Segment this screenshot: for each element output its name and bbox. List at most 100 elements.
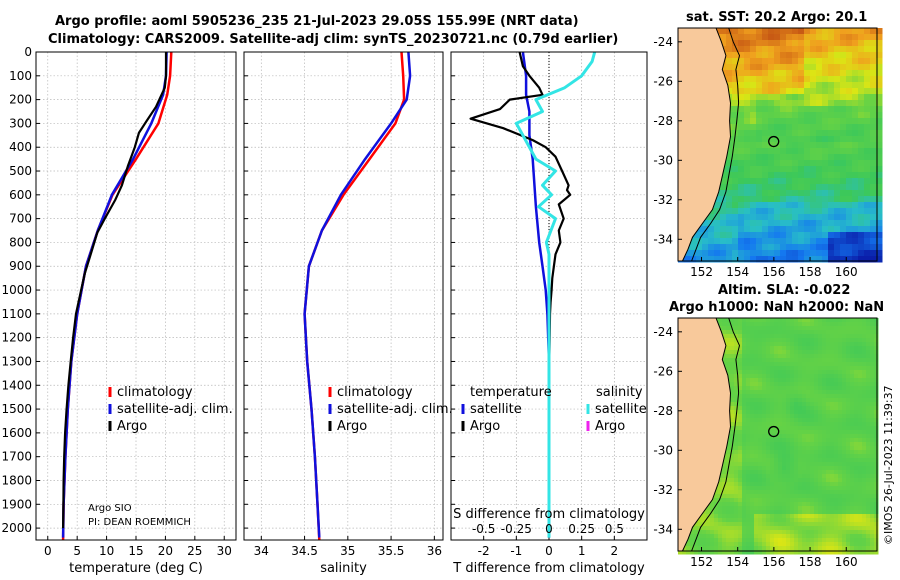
map-cell bbox=[790, 486, 795, 491]
map-cell bbox=[810, 334, 815, 339]
map-cell bbox=[838, 530, 843, 535]
map-cell bbox=[852, 214, 859, 221]
map-cell bbox=[720, 184, 727, 191]
map-cell bbox=[846, 538, 851, 543]
map-cell bbox=[774, 130, 781, 137]
map-cell bbox=[804, 46, 811, 53]
map-cell bbox=[726, 490, 731, 495]
map-cell bbox=[758, 406, 763, 411]
map-cell bbox=[850, 510, 855, 515]
map-cell bbox=[798, 378, 803, 383]
map-cell bbox=[854, 466, 859, 471]
map-cell bbox=[866, 442, 871, 447]
map-cell bbox=[846, 458, 851, 463]
map-cell bbox=[732, 76, 739, 83]
map-cell bbox=[870, 354, 875, 359]
map-cell bbox=[782, 374, 787, 379]
map-cell bbox=[718, 494, 723, 499]
map-cell bbox=[818, 378, 823, 383]
map-cell bbox=[746, 494, 751, 499]
map-cell bbox=[766, 462, 771, 467]
map-cell bbox=[742, 482, 747, 487]
map-cell bbox=[768, 256, 775, 263]
altim_sla_map-lon-label: 160 bbox=[835, 555, 858, 569]
map-cell bbox=[810, 542, 815, 547]
map-cell bbox=[754, 534, 759, 539]
map-cell bbox=[870, 462, 875, 467]
map-cell bbox=[762, 486, 767, 491]
map-cell bbox=[818, 402, 823, 407]
map-cell bbox=[826, 410, 831, 415]
map-cell bbox=[864, 136, 871, 143]
map-cell bbox=[738, 370, 743, 375]
map-cell bbox=[870, 502, 875, 507]
map-cell bbox=[826, 502, 831, 507]
map-cell bbox=[756, 64, 763, 71]
map-cell bbox=[726, 184, 733, 191]
map-cell bbox=[726, 470, 731, 475]
map-cell bbox=[750, 498, 755, 503]
map-cell bbox=[822, 550, 827, 555]
map-cell bbox=[834, 326, 839, 331]
map-cell bbox=[762, 214, 769, 221]
map-cell bbox=[754, 450, 759, 455]
map-cell bbox=[750, 366, 755, 371]
map-cell bbox=[750, 226, 757, 233]
map-cell bbox=[842, 466, 847, 471]
map-cell bbox=[852, 166, 859, 173]
map-cell bbox=[828, 238, 835, 245]
map-cell bbox=[774, 530, 779, 535]
map-cell bbox=[774, 46, 781, 53]
map-cell bbox=[828, 166, 835, 173]
map-cell bbox=[842, 450, 847, 455]
map-cell bbox=[730, 430, 735, 435]
map-cell bbox=[730, 546, 735, 551]
map-cell bbox=[852, 190, 859, 197]
map-cell bbox=[826, 394, 831, 399]
map-cell bbox=[750, 434, 755, 439]
map-cell bbox=[826, 550, 831, 555]
map-cell bbox=[870, 94, 877, 101]
map-cell bbox=[842, 394, 847, 399]
map-cell bbox=[734, 470, 739, 475]
map-cell bbox=[854, 398, 859, 403]
map-cell bbox=[782, 550, 787, 555]
sat_sst_map-lat-label: -30 bbox=[653, 153, 673, 167]
map-cell bbox=[702, 542, 707, 547]
map-cell bbox=[826, 414, 831, 419]
map-cell bbox=[754, 418, 759, 423]
map-cell bbox=[732, 202, 739, 209]
map-cell bbox=[814, 342, 819, 347]
map-cell bbox=[804, 148, 811, 155]
map-cell bbox=[782, 434, 787, 439]
map-cell bbox=[816, 112, 823, 119]
map-cell bbox=[814, 398, 819, 403]
map-cell bbox=[778, 318, 783, 323]
map-cell bbox=[854, 458, 859, 463]
map-cell bbox=[722, 550, 727, 555]
map-cell bbox=[768, 214, 775, 221]
map-cell bbox=[852, 124, 859, 131]
map-cell bbox=[870, 46, 877, 53]
map-cell bbox=[802, 462, 807, 467]
map-cell bbox=[874, 426, 879, 431]
map-cell bbox=[838, 334, 843, 339]
map-cell bbox=[852, 220, 859, 227]
map-cell bbox=[750, 418, 755, 423]
map-cell bbox=[778, 514, 783, 519]
map-cell bbox=[786, 482, 791, 487]
map-cell bbox=[806, 390, 811, 395]
map-cell bbox=[840, 118, 847, 125]
map-cell bbox=[858, 226, 865, 233]
map-cell bbox=[858, 466, 863, 471]
map-cell bbox=[758, 362, 763, 367]
map-cell bbox=[742, 502, 747, 507]
map-cell bbox=[696, 232, 703, 239]
map-cell bbox=[756, 250, 763, 257]
map-cell bbox=[874, 538, 879, 543]
map-cell bbox=[782, 442, 787, 447]
map-cell bbox=[838, 418, 843, 423]
map-cell bbox=[750, 330, 755, 335]
map-cell bbox=[858, 214, 865, 221]
